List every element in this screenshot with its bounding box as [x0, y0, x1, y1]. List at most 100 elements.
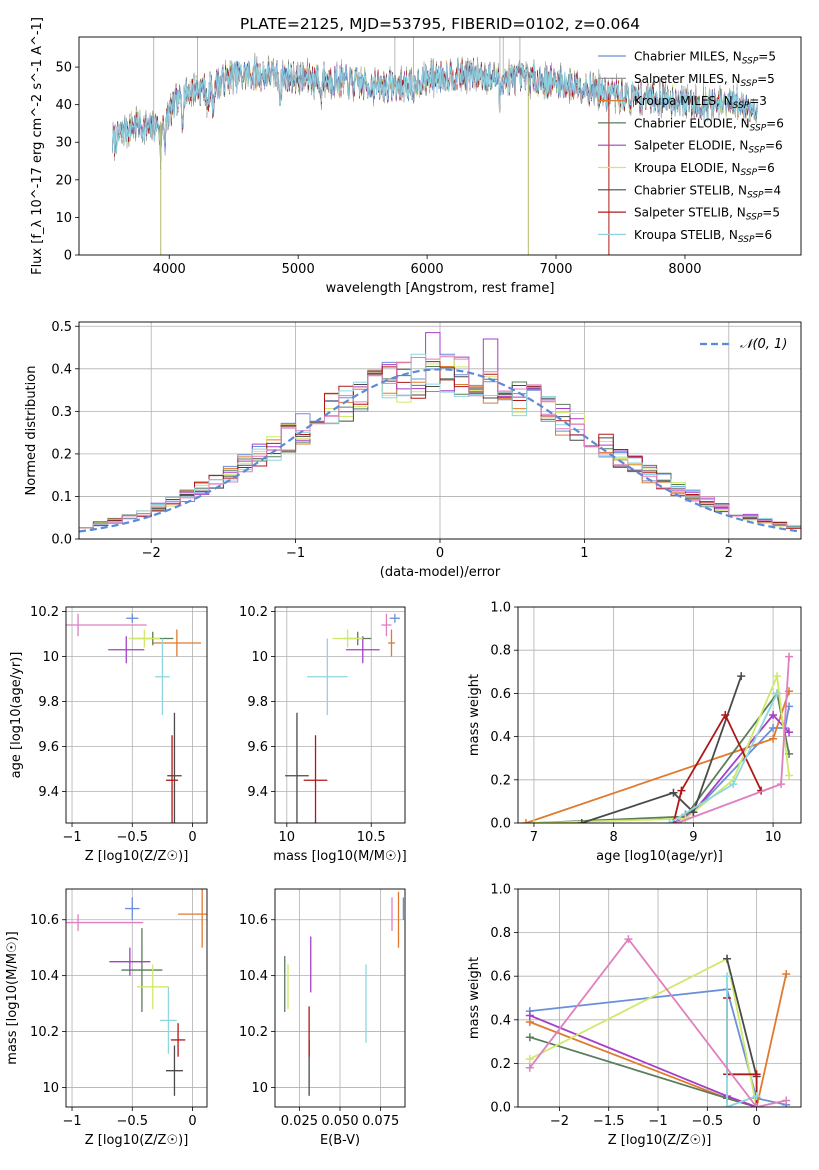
x-tick-label: 10 — [279, 830, 296, 845]
point-marker — [525, 1055, 534, 1064]
legend-label: Chabrier STELIB, NSSP=4 — [634, 183, 781, 200]
histograms — [79, 332, 801, 539]
y-axis-label: age [log10(age/yr)] — [9, 652, 24, 779]
point-marker — [665, 819, 674, 823]
legend-label-sub: SSP — [748, 146, 765, 156]
y-tick-label: 10 — [55, 211, 72, 226]
y-tick-label: 50 — [55, 61, 72, 76]
legend-label-suffix: =5 — [762, 206, 780, 220]
x-tick-label: −1 — [648, 1114, 667, 1129]
x-tick-label: 7000 — [539, 262, 572, 277]
x-tick-label: −1.5 — [593, 1114, 625, 1129]
y-tick-label: 0.0 — [490, 817, 511, 832]
axes-frame — [65, 606, 208, 824]
x-tick-label: 8000 — [668, 262, 701, 277]
mass-weight-lines — [521, 652, 794, 823]
x-tick-label: −2 — [142, 546, 161, 561]
x-axis-label: (data-model)/error — [380, 565, 501, 580]
legend-label: Salpeter STELIB, NSSP=5 — [634, 206, 780, 223]
x-tick-label: 4000 — [153, 262, 186, 277]
legend-label-sub: SSP — [742, 57, 759, 67]
x-axis-label: Z [log10(Z/Z☉)] — [85, 1133, 189, 1148]
y-tick-label: 0.0 — [51, 533, 72, 548]
legend-label-text: Kroupa MILES, N — [634, 94, 733, 108]
point-marker — [673, 819, 682, 823]
x-tick-label: 9 — [689, 830, 697, 845]
x-tick-label: 1 — [580, 546, 588, 561]
legend-label-text: Kroupa ELODIE, N — [634, 161, 741, 175]
legend-label: Salpeter MILES, NSSP=5 — [634, 72, 775, 89]
point-marker — [721, 711, 730, 719]
histogram-step — [79, 353, 801, 539]
legend-label: Chabrier ELODIE, NSSP=6 — [634, 116, 784, 133]
point-marker — [723, 972, 732, 981]
point-marker — [782, 1096, 791, 1105]
point-marker — [577, 819, 586, 823]
y-tick-label: 0.8 — [490, 926, 511, 941]
x-axis-label: wavelength [Angstrom, rest frame] — [326, 281, 555, 296]
series-line — [726, 976, 757, 1107]
age-vs-mass-panel: 10 10.5 9.4 9.6 9.8 10 10.2 mass [log10(M/M☉)] — [239, 605, 407, 864]
mass-vs-metallicity-panel: −1 −0.5 0 10 10.2 10.4 10.6 Z [log10(Z/Z☉)] mass… — [5, 888, 208, 1148]
y-tick-label: 0.4 — [51, 362, 72, 377]
errorbars — [66, 889, 207, 1096]
legend-label-sub: SSP — [733, 101, 750, 111]
axes-frame — [274, 888, 406, 1108]
y-tick-label: 0.4 — [490, 1013, 511, 1028]
y-tick-label: 9.4 — [247, 785, 268, 800]
figure-title: PLATE=2125, MJD=53795, FIBERID=0102, z=0… — [240, 15, 640, 33]
x-tick-label: −1 — [62, 830, 81, 845]
point-marker — [752, 1092, 761, 1101]
legend-label: Salpeter ELODIE, NSSP=6 — [634, 139, 783, 156]
x-axis-label: Z [log10(Z/Z☉)] — [608, 1133, 712, 1148]
y-tick-label: 0.2 — [51, 447, 72, 462]
y-tick-label: 20 — [55, 173, 72, 188]
mass-vs-extinction-panel: 0.025 0.050 0.075 10 10.2 10.4 10.6 E(B-V) — [239, 888, 406, 1148]
mass-weight-vs-age-panel: 7 8 9 10 0.0 0.2 0.4 0.6 0.8 1.0 age [log10(age/yr… — [467, 601, 802, 864]
y-tick-label: 9.6 — [38, 740, 59, 755]
point-marker — [624, 935, 633, 944]
axes-frame — [517, 888, 802, 1108]
point-marker — [785, 728, 794, 737]
y-axis-label: mass weight — [467, 957, 482, 1039]
legend-label-sub: SSP — [741, 168, 758, 178]
point-marker — [525, 1063, 534, 1072]
point-marker — [737, 672, 746, 681]
y-tick-label: 10 — [251, 650, 268, 665]
x-tick-label: −1 — [62, 1114, 81, 1129]
legend-label-text: Chabrier STELIB, N — [634, 183, 747, 197]
legend-label-sub: SSP — [746, 213, 763, 223]
y-tick-label: 10.2 — [30, 605, 59, 620]
legend-label: Kroupa MILES, NSSP=3 — [634, 94, 767, 111]
y-tick-label: 0.8 — [490, 644, 511, 659]
y-tick-label: 1.0 — [490, 601, 511, 616]
point-marker — [769, 711, 778, 719]
x-tick-label: −0.5 — [116, 1114, 148, 1129]
y-tick-label: 0.2 — [490, 773, 511, 788]
y-tick-label: 0.6 — [490, 687, 511, 702]
x-tick-label: 0.025 — [281, 1114, 318, 1129]
legend-label-suffix: =5 — [758, 50, 776, 64]
axes-frame — [78, 321, 802, 540]
series-line — [672, 713, 762, 823]
y-tick-label: 1.0 — [490, 883, 511, 898]
mass-weight-lines — [525, 935, 791, 1107]
legend-label: Kroupa ELODIE, NSSP=6 — [634, 161, 775, 178]
x-tick-label: 0 — [188, 830, 196, 845]
legend-label-suffix: =4 — [764, 183, 782, 197]
x-tick-label: −0.5 — [692, 1114, 724, 1129]
point-marker — [729, 780, 738, 789]
x-axis-label: E(B-V) — [320, 1133, 360, 1148]
y-tick-label: 9.8 — [38, 695, 59, 710]
residual-histogram-panel: −2 −1 0 1 2 0.0 0.1 0.2 0.3 0.4 0.5 (data-model)/er… — [24, 320, 802, 580]
point-marker — [689, 808, 698, 817]
point-marker — [777, 780, 786, 789]
x-tick-label: 0 — [752, 1114, 760, 1129]
series-line — [529, 988, 787, 1106]
y-tick-label: 0.5 — [51, 320, 72, 335]
series-line — [529, 937, 787, 1107]
y-tick-label: 10.2 — [30, 1025, 59, 1040]
y-tick-label: 0.2 — [490, 1057, 511, 1072]
